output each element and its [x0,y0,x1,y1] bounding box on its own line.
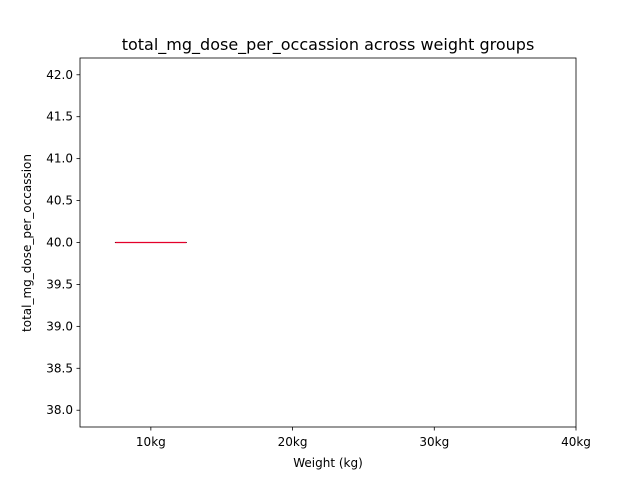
y-tick-label: 38.0 [46,403,73,417]
y-tick-label: 39.5 [46,277,73,291]
x-axis-label: Weight (kg) [293,456,363,470]
x-tick-label: 20kg [278,435,308,449]
y-tick-label: 40.0 [46,236,73,250]
x-axis: 10kg 20kg 30kg 40kg [136,427,591,449]
y-axis: 38.0 38.5 39.0 39.5 40.0 40.5 41.0 41.5 42.0 [46,68,80,417]
y-axis-label: total_mg_dose_per_occassion [20,154,34,332]
x-tick-label: 30kg [419,435,449,449]
x-tick-label: 10kg [136,435,166,449]
y-tick-label: 42.0 [46,68,73,82]
y-tick-label: 39.0 [46,319,73,333]
x-tick-label: 40kg [561,435,591,449]
y-tick-label: 38.5 [46,361,73,375]
y-tick-label: 41.0 [46,152,73,166]
y-tick-label: 40.5 [46,194,73,208]
y-tick-label: 41.5 [46,110,73,124]
chart-title: total_mg_dose_per_occassion across weigh… [122,35,535,55]
